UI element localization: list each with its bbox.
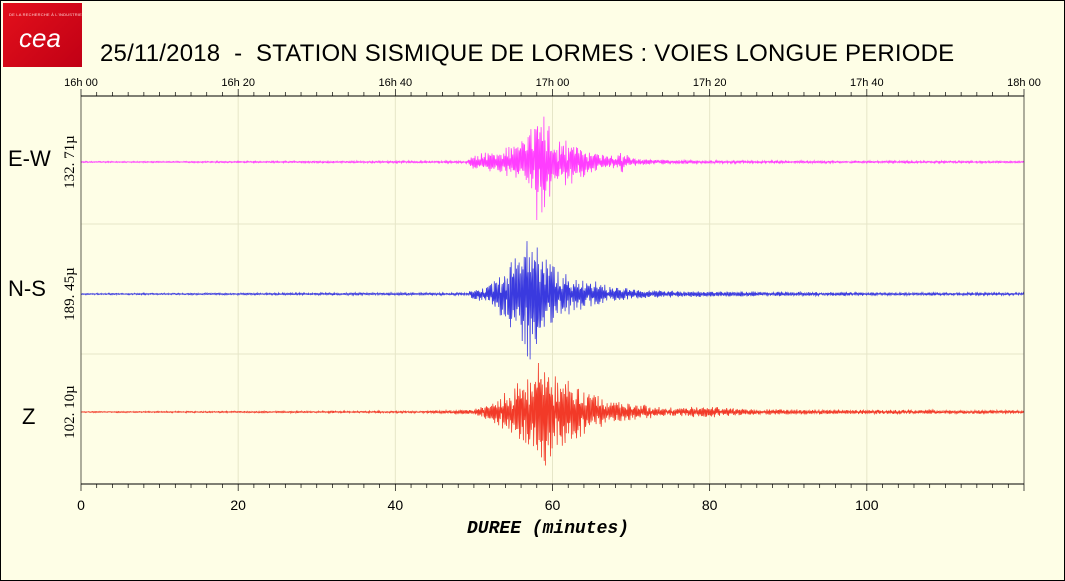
x-tick-label: 40 — [388, 497, 404, 513]
traces — [80, 116, 1025, 466]
labels: 16h 00 16h 20 16h 40 17h 00 17h 20 17h 40 18h … — [8, 77, 1041, 513]
logo-text: cea — [19, 23, 61, 53]
component-label: Z — [22, 404, 35, 429]
component-label: N-S — [8, 276, 46, 301]
component-label: E-W — [8, 146, 51, 171]
x-tick-label: 0 — [77, 497, 85, 513]
trace-e-w — [80, 116, 1025, 221]
x-tick-label: 60 — [545, 497, 561, 513]
top-time-tick-label: 17h 00 — [536, 77, 570, 89]
x-axis-label: DUREE (minutes) — [467, 519, 629, 539]
x-tick-label: 100 — [855, 497, 879, 513]
x-tick-label: 80 — [702, 497, 718, 513]
trace-n-s — [81, 241, 1025, 360]
top-time-tick-label: 16h 20 — [221, 77, 255, 89]
x-tick-label: 20 — [230, 497, 246, 513]
cea-logo: DE LA RECHERCHE À L'INDUSTRIE cea — [3, 3, 82, 67]
amplitude-label: 132. 71µ — [62, 135, 78, 189]
ticks — [80, 89, 1025, 491]
top-time-tick-label: 18h 00 — [1007, 77, 1041, 89]
chart-title: 25/11/2018 - STATION SISMIQUE DE LORMES … — [100, 40, 955, 67]
trace-z — [80, 362, 1025, 466]
logo-tagline: DE LA RECHERCHE À L'INDUSTRIE — [9, 12, 83, 17]
cea-logo-mark: cea — [19, 23, 61, 53]
amplitude-label: 189. 45µ — [62, 267, 78, 321]
top-time-tick-label: 17h 20 — [693, 77, 727, 89]
top-time-tick-label: 17h 40 — [850, 77, 884, 89]
top-time-tick-label: 16h 40 — [379, 77, 413, 89]
amplitude-label: 102. 10µ — [62, 385, 78, 439]
top-time-tick-label: 16h 00 — [64, 77, 98, 89]
